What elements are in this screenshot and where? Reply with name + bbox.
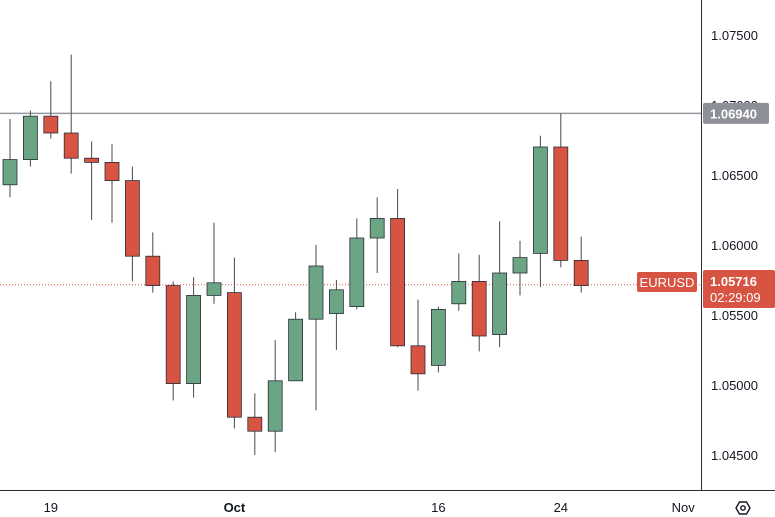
bearish-candle bbox=[43, 81, 59, 139]
price-tick-label: 1.05500 bbox=[711, 308, 758, 323]
candle-body bbox=[573, 259, 589, 286]
price-tick-label: 1.05000 bbox=[711, 378, 758, 393]
candle-body bbox=[553, 146, 569, 261]
candle-body bbox=[308, 265, 324, 320]
bullish-candle bbox=[267, 340, 283, 453]
bullish-candle bbox=[186, 277, 202, 398]
candle-body bbox=[288, 318, 304, 382]
bearish-candle bbox=[145, 232, 161, 293]
candle-body bbox=[104, 161, 120, 181]
time-axis[interactable]: 19 Oct 16 24 Nov bbox=[44, 500, 696, 515]
candle-body bbox=[84, 157, 99, 163]
bullish-candle bbox=[2, 119, 18, 198]
bearish-candle bbox=[104, 144, 120, 223]
bullish-candle bbox=[492, 221, 508, 348]
candle-body bbox=[165, 285, 181, 385]
last-price-badge: 1.05716 02:29:09 bbox=[703, 270, 775, 308]
candle-body bbox=[226, 292, 242, 418]
candle-body bbox=[349, 237, 365, 307]
bullish-candle bbox=[22, 110, 38, 167]
reference-price-badge: 1.06940 bbox=[703, 102, 769, 124]
bullish-candle bbox=[533, 135, 548, 287]
candle-body bbox=[492, 272, 508, 335]
bullish-candle bbox=[288, 312, 304, 382]
bearish-candle bbox=[63, 54, 79, 174]
bullish-candle bbox=[328, 280, 344, 350]
bullish-candle bbox=[369, 197, 385, 273]
time-tick-label: 16 bbox=[431, 500, 445, 515]
bullish-candle bbox=[451, 253, 467, 311]
symbol-badge: EURUSD bbox=[637, 272, 697, 292]
countdown-label: 02:29:09 bbox=[710, 290, 761, 305]
time-tick-label: Nov bbox=[672, 500, 696, 515]
bullish-candle bbox=[349, 218, 365, 310]
bearish-candle bbox=[410, 299, 426, 391]
bearish-candle bbox=[226, 257, 242, 429]
price-tick-label: 1.07500 bbox=[711, 28, 758, 43]
candle-body bbox=[390, 217, 406, 347]
candle-body bbox=[267, 380, 283, 432]
time-tick-label: Oct bbox=[224, 500, 246, 515]
bearish-candle bbox=[471, 254, 487, 352]
last-price-label: 1.05716 bbox=[710, 274, 757, 289]
candle-body bbox=[410, 345, 426, 375]
candle-body bbox=[43, 115, 59, 134]
candle-body bbox=[247, 416, 263, 432]
candle-body bbox=[206, 282, 222, 296]
price-tick-label: 1.06500 bbox=[711, 168, 758, 183]
price-tick-label: 1.04500 bbox=[711, 448, 758, 463]
candle-body bbox=[430, 308, 446, 366]
bullish-candle bbox=[430, 306, 446, 373]
bearish-candle bbox=[573, 236, 589, 293]
bearish-candle bbox=[390, 189, 406, 348]
bearish-candle bbox=[125, 166, 140, 282]
candles bbox=[2, 54, 589, 455]
bullish-candle bbox=[206, 222, 222, 304]
candle-body bbox=[22, 115, 38, 160]
time-tick-label: 24 bbox=[554, 500, 568, 515]
candle-body bbox=[328, 289, 344, 314]
bearish-candle bbox=[553, 113, 569, 268]
time-tick-label: 19 bbox=[44, 500, 58, 515]
gear-icon bbox=[735, 501, 751, 515]
candle-body bbox=[533, 146, 548, 254]
bullish-candle bbox=[308, 245, 324, 411]
candle-body bbox=[512, 257, 528, 274]
bearish-candle bbox=[84, 141, 99, 220]
reference-price-label: 1.06940 bbox=[710, 106, 757, 121]
candle-body bbox=[369, 217, 385, 239]
bearish-candle bbox=[247, 393, 263, 455]
price-tick-label: 1.06000 bbox=[711, 238, 758, 253]
symbol-label: EURUSD bbox=[640, 275, 695, 290]
price-axis[interactable]: 1.075001.070001.065001.060001.055001.050… bbox=[711, 28, 758, 463]
candle-body bbox=[186, 294, 202, 384]
bearish-candle bbox=[165, 281, 181, 401]
candle-body bbox=[471, 280, 487, 337]
candle-body bbox=[63, 132, 79, 159]
candle-body bbox=[2, 159, 18, 186]
candle-body bbox=[145, 255, 161, 287]
candle-body bbox=[451, 280, 467, 305]
bullish-candle bbox=[512, 240, 528, 296]
chart-settings-button[interactable] bbox=[728, 494, 760, 516]
candle-body bbox=[125, 180, 140, 257]
